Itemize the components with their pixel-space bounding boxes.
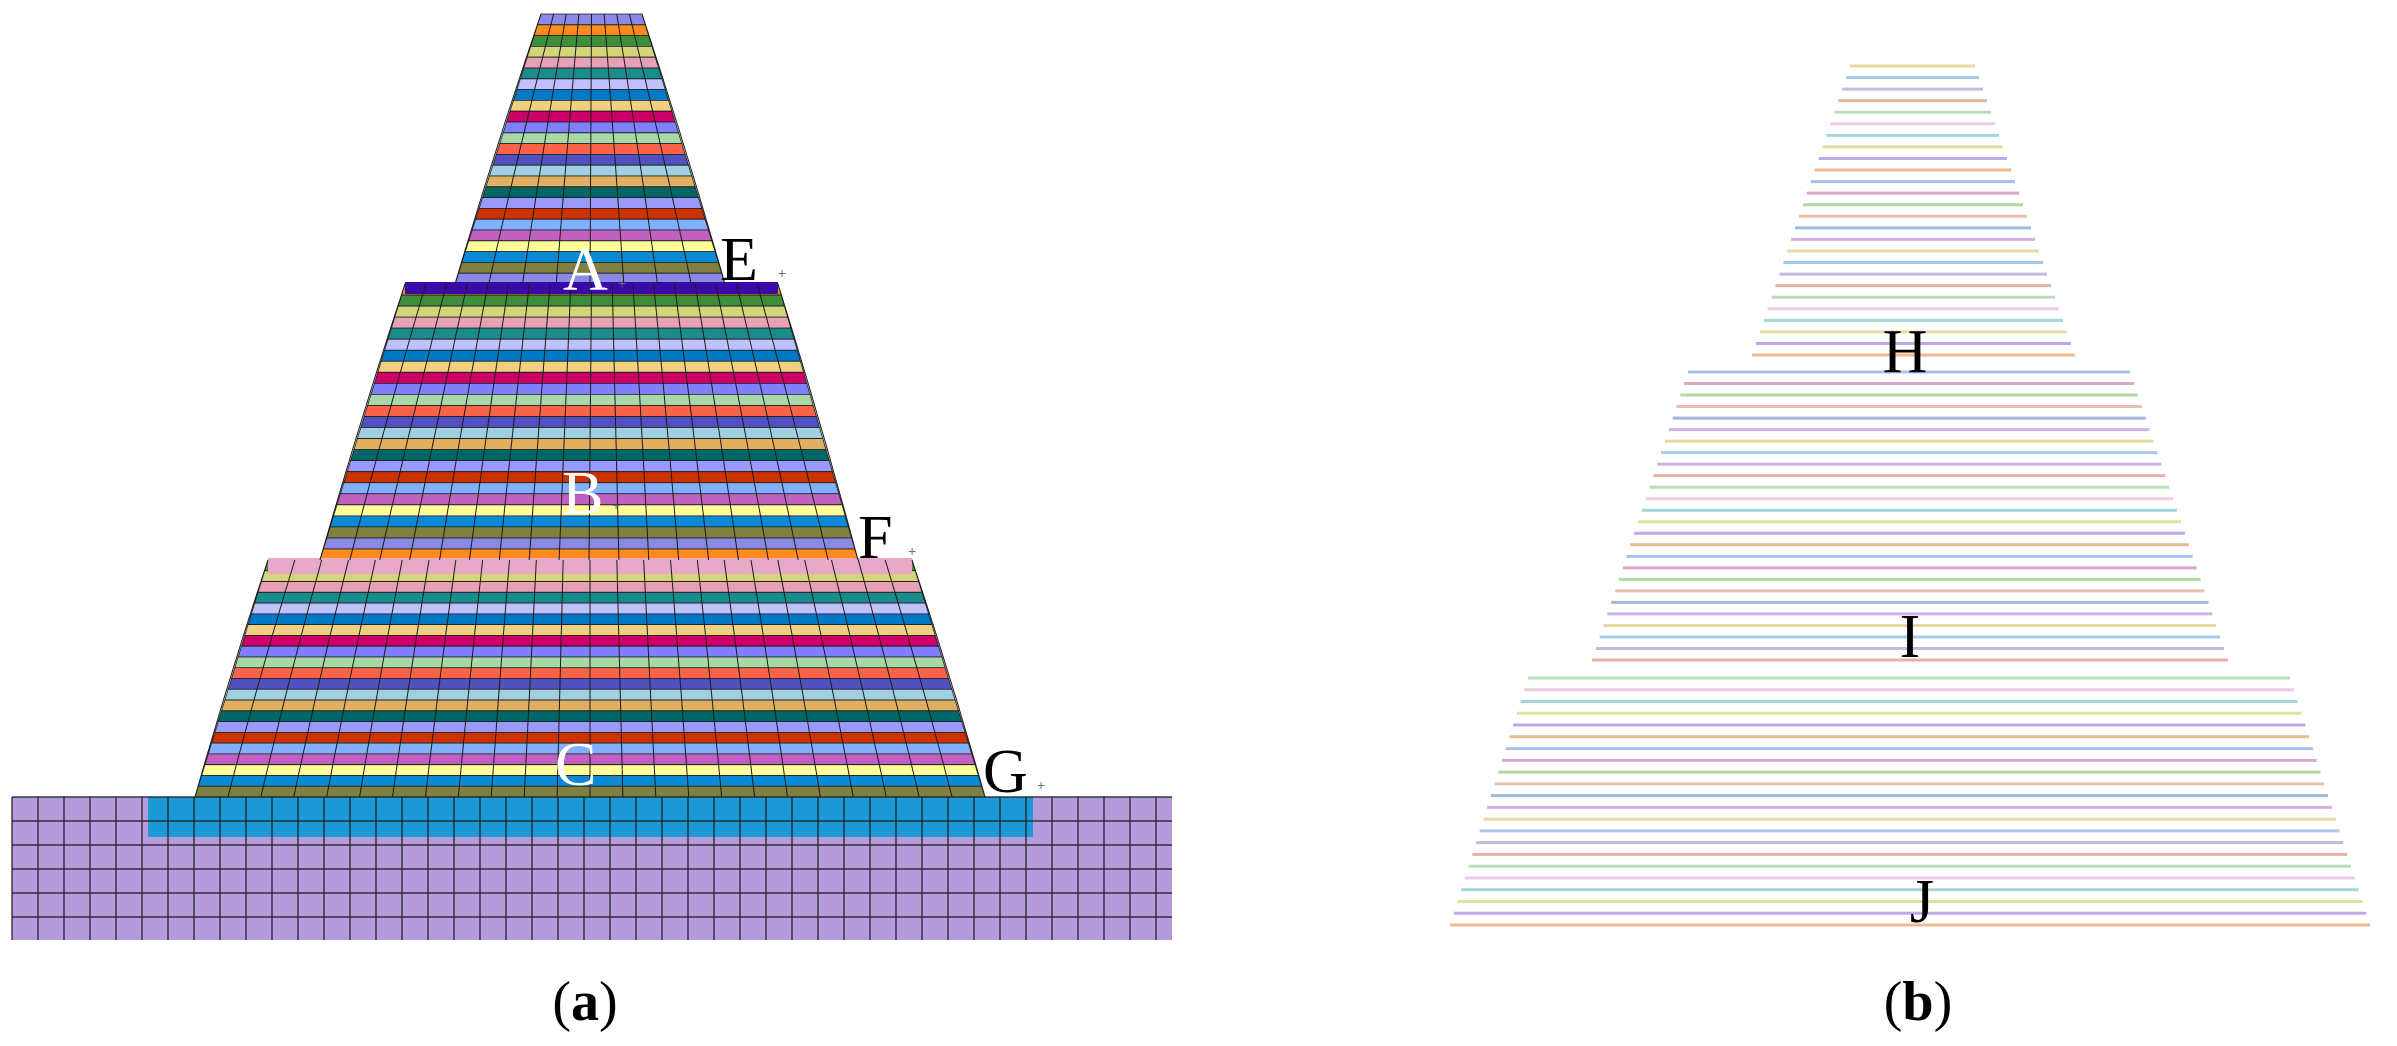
mesh-column-line xyxy=(831,559,887,798)
mesh-column-line xyxy=(424,559,457,798)
label-f: F xyxy=(858,504,892,572)
mesh-column-line xyxy=(653,283,680,561)
label-a: A xyxy=(563,236,608,304)
mesh-column-line xyxy=(641,13,726,285)
mesh-column-line xyxy=(616,559,624,798)
label-e: E xyxy=(720,226,758,294)
label-g: G xyxy=(983,738,1028,806)
mesh-column-line xyxy=(409,283,468,561)
caption-a: (a) xyxy=(552,971,617,1033)
mesh-column-line xyxy=(588,283,592,561)
mesh-column-line xyxy=(694,283,739,561)
mesh-column-line xyxy=(490,559,510,798)
mesh-column-line xyxy=(857,559,920,798)
mesh-column-line xyxy=(227,559,296,798)
mesh-column-line xyxy=(556,559,564,798)
caption-b: (b) xyxy=(1884,971,1952,1033)
marker-c: + xyxy=(610,769,618,785)
mesh-column-line xyxy=(522,13,567,285)
mesh-column-line xyxy=(392,559,430,798)
mesh-column-line xyxy=(884,559,953,798)
mesh-column-line xyxy=(528,283,551,561)
mesh-column-line xyxy=(439,283,489,561)
marker-b: + xyxy=(612,497,620,513)
foundation-cap xyxy=(148,797,1033,837)
mesh-column-line xyxy=(326,559,376,798)
mesh-column-line xyxy=(723,559,756,798)
mesh-column-line xyxy=(603,13,625,285)
mesh-column-line xyxy=(628,13,692,285)
label-i: I xyxy=(1900,603,1921,671)
marker-e: + xyxy=(778,265,786,281)
label-b: B xyxy=(562,460,603,528)
marker-a: + xyxy=(618,275,626,291)
mesh-column-line xyxy=(736,283,799,561)
panel-b-layer-lines: H I J (b) xyxy=(1450,64,2370,1033)
mesh-column-line xyxy=(498,283,530,561)
mesh-column-line xyxy=(777,559,821,798)
mesh-column-line xyxy=(673,283,710,561)
mesh-column-line xyxy=(379,283,447,561)
mesh-column-line xyxy=(756,283,829,561)
label-c: C xyxy=(555,731,596,799)
mesh-column-line xyxy=(611,283,620,561)
mesh-column-line xyxy=(454,13,542,285)
mesh-column-line xyxy=(319,283,406,561)
mesh-column-line xyxy=(457,559,484,798)
mesh-column-line xyxy=(558,283,572,561)
label-h: H xyxy=(1883,318,1928,386)
mesh-column-line xyxy=(293,559,349,798)
mesh-column-line xyxy=(911,559,986,798)
mesh-column-line xyxy=(696,559,723,798)
mesh-column-line xyxy=(488,13,555,285)
label-j: J xyxy=(1910,868,1934,936)
mesh-column-line xyxy=(616,13,658,285)
mesh-column-line xyxy=(750,559,788,798)
mesh-column-line xyxy=(194,559,269,798)
mesh-column-line xyxy=(777,283,859,561)
layer-lines xyxy=(1450,64,2370,927)
panel-a-mesh-model: A + E + B + F + C + G + (a) xyxy=(11,13,1172,1033)
mesh-column-line xyxy=(468,283,510,561)
mesh-column-line xyxy=(349,283,427,561)
marker-g: + xyxy=(1037,777,1045,793)
mesh-column-line xyxy=(670,559,690,798)
mesh-column-line xyxy=(643,559,657,798)
mesh-column-line xyxy=(555,13,580,285)
mesh-column-line xyxy=(804,559,854,798)
mesh-column-line xyxy=(260,559,323,798)
mesh-column-line xyxy=(632,283,650,561)
mesh-column-line xyxy=(359,559,403,798)
mesh-column-line xyxy=(523,559,537,798)
mesh-column-line xyxy=(715,283,769,561)
mesh-grid-lines xyxy=(11,13,1172,940)
mesh-column-line xyxy=(589,13,592,285)
marker-f: + xyxy=(908,543,916,559)
